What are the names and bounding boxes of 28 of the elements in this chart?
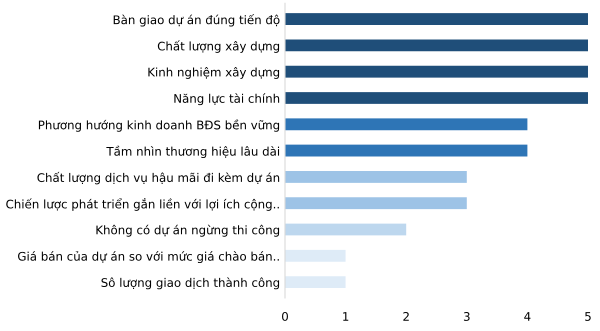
y-tick-label: Chất lượng xây dựng xyxy=(158,40,280,53)
x-tick-label: 1 xyxy=(343,312,348,321)
y-tick-label: Tầm nhìn thương hiệu lâu dài xyxy=(106,146,280,158)
x-tick-label: 3 xyxy=(464,312,470,321)
y-tick-label: Không có dự án ngừng thi công xyxy=(96,224,280,237)
y-tick-label: Kinh nghiệm xây dựng xyxy=(148,66,280,79)
y-tick-label: Phương hướng kinh doanh BĐS bền vững xyxy=(38,119,280,132)
y-tick-label: Chất lượng dịch vụ hậu mãi đi kèm dự án xyxy=(37,172,280,184)
bar xyxy=(285,144,528,157)
bar xyxy=(285,13,588,26)
bar xyxy=(285,250,346,262)
bar xyxy=(285,118,528,130)
y-tick-label: Năng lực tài chính xyxy=(174,93,280,106)
bar xyxy=(285,170,467,183)
y-tick-label: Giá bán của dự án so với mức giá chào bán.. xyxy=(18,251,279,264)
bar xyxy=(285,39,588,52)
y-tick-label: Sô lượng giao dịch thành công xyxy=(102,277,280,290)
x-tick-label: 2 xyxy=(403,312,409,321)
bar xyxy=(285,224,406,236)
bar xyxy=(285,276,346,288)
x-tick-label: 0 xyxy=(282,312,288,321)
x-tick-label: 5 xyxy=(585,312,591,321)
bar xyxy=(285,197,467,210)
bar xyxy=(285,66,588,78)
y-tick-label: Chiến lược phát triển gắn liền với lợi ích cộng.. xyxy=(6,198,279,211)
y-tick-label: Bàn giao dự án đúng tiến độ xyxy=(114,14,280,27)
x-tick-label: 4 xyxy=(524,312,530,321)
bar xyxy=(285,92,588,104)
